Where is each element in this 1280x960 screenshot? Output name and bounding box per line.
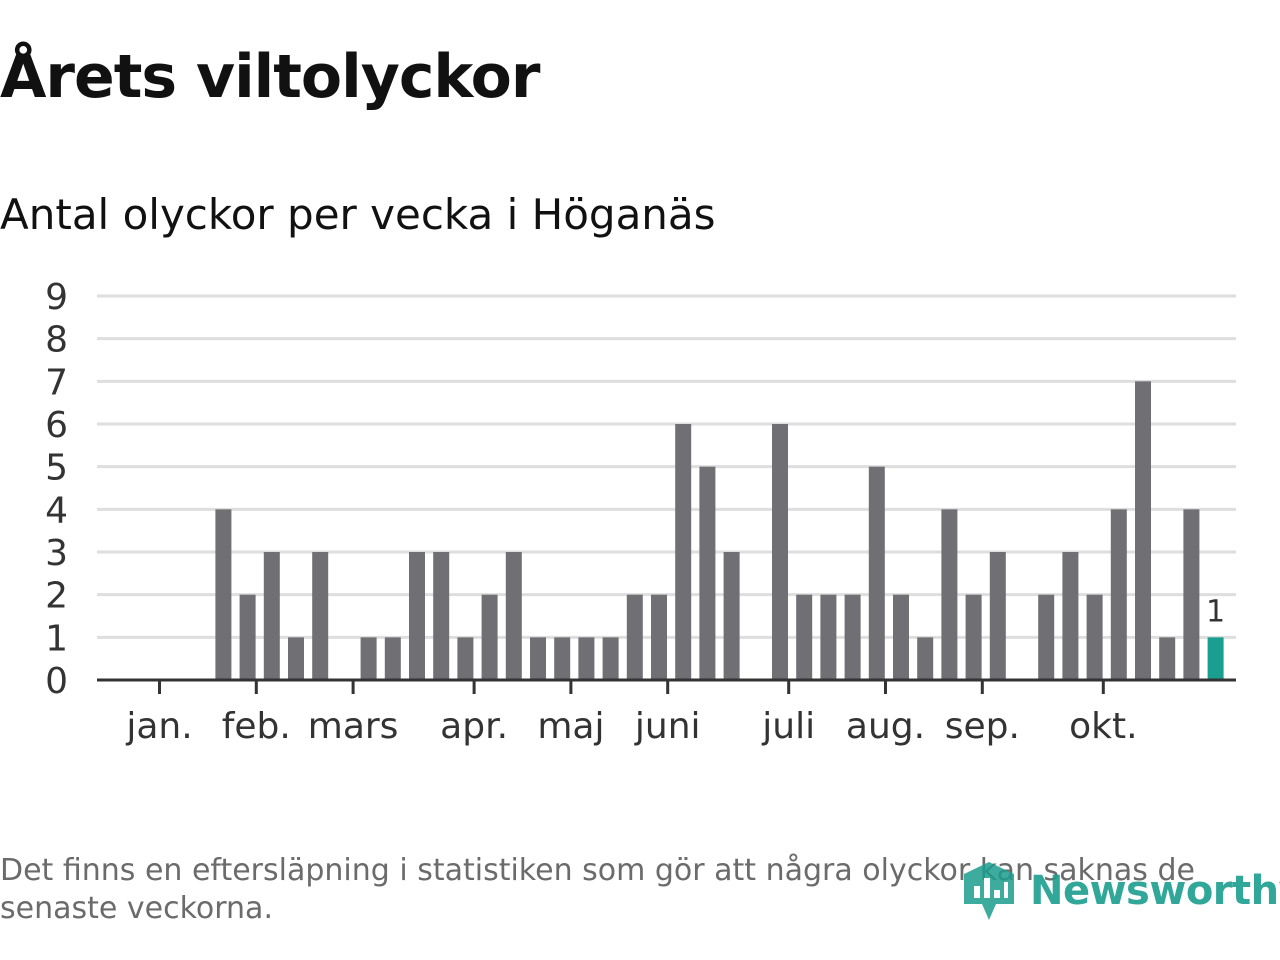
bar bbox=[796, 594, 813, 680]
bar bbox=[530, 637, 546, 680]
bar bbox=[360, 637, 377, 680]
x-tick-label: feb. bbox=[222, 706, 291, 747]
bar bbox=[312, 552, 329, 680]
bar bbox=[384, 637, 401, 680]
y-tick-label: 1 bbox=[45, 618, 68, 659]
x-tick-label: sep. bbox=[945, 706, 1020, 747]
bar bbox=[215, 509, 232, 680]
bar bbox=[820, 594, 837, 680]
chart-subtitle: Antal olyckor per vecka i Höganäs bbox=[0, 190, 716, 239]
bar bbox=[288, 637, 304, 680]
bar-data-label: 1 bbox=[1206, 594, 1225, 629]
x-tick-label: juli bbox=[761, 706, 815, 747]
bar bbox=[941, 509, 958, 680]
bar bbox=[772, 424, 788, 680]
bar bbox=[554, 637, 571, 680]
newsworthy-logo-icon bbox=[964, 862, 1014, 920]
bar bbox=[699, 466, 716, 680]
bar bbox=[893, 594, 909, 680]
bar bbox=[602, 637, 619, 680]
bar bbox=[1159, 637, 1176, 680]
bar bbox=[481, 594, 498, 680]
y-tick-label: 3 bbox=[45, 533, 68, 574]
x-tick-label: okt. bbox=[1069, 706, 1137, 747]
bar bbox=[1086, 594, 1103, 680]
bar bbox=[917, 637, 934, 680]
x-tick-label: aug. bbox=[846, 706, 925, 747]
bar bbox=[457, 637, 474, 680]
x-tick-label: maj bbox=[537, 706, 604, 747]
y-tick-label: 8 bbox=[45, 320, 68, 361]
bar bbox=[989, 552, 1006, 680]
bar bbox=[1135, 381, 1151, 680]
bar bbox=[626, 594, 643, 680]
bar bbox=[844, 594, 861, 680]
bar bbox=[578, 637, 595, 680]
x-tick-label: juni bbox=[634, 706, 701, 747]
bar bbox=[651, 594, 667, 680]
y-tick-label: 0 bbox=[45, 661, 68, 702]
bar bbox=[723, 552, 740, 680]
bar bbox=[1038, 594, 1055, 680]
y-tick-label: 9 bbox=[45, 277, 68, 318]
x-tick-label: apr. bbox=[440, 706, 508, 747]
logo-text: Newsworthy bbox=[1030, 868, 1280, 914]
bar bbox=[1062, 552, 1079, 680]
newsworthy-logo: Newsworthy bbox=[962, 860, 1280, 922]
bar bbox=[263, 552, 280, 680]
y-tick-label: 7 bbox=[45, 362, 68, 403]
x-tick-label: jan. bbox=[125, 706, 192, 747]
y-tick-label: 6 bbox=[45, 405, 68, 446]
chart-title: Årets viltolyckor bbox=[0, 42, 540, 112]
bar bbox=[868, 466, 885, 680]
bar bbox=[433, 552, 450, 680]
y-tick-label: 4 bbox=[45, 490, 68, 531]
bar bbox=[675, 424, 692, 680]
bar bbox=[1183, 509, 1200, 680]
bar bbox=[965, 594, 982, 680]
bar-highlight bbox=[1207, 637, 1224, 680]
y-tick-label: 2 bbox=[45, 576, 68, 617]
bar bbox=[505, 552, 522, 680]
x-tick-label: mars bbox=[308, 706, 399, 747]
bar bbox=[409, 552, 425, 680]
y-tick-label: 5 bbox=[45, 448, 68, 489]
bar bbox=[239, 594, 256, 680]
bar bbox=[1110, 509, 1127, 680]
